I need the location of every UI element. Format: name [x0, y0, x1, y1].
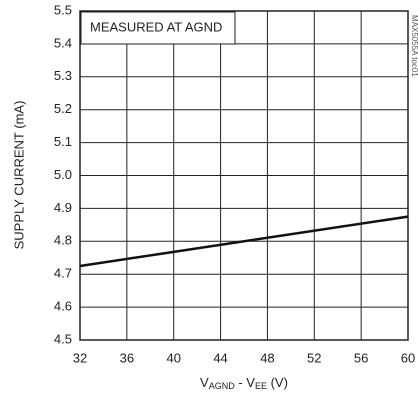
x-label-part: V [200, 375, 209, 390]
y-tick-label: 5.1 [54, 134, 72, 149]
y-tick-label: 4.6 [54, 299, 72, 314]
y-tick-label: 4.7 [54, 266, 72, 281]
y-tick-label: 5.2 [54, 101, 72, 116]
side-note: MAX5055A toc01 [410, 15, 418, 77]
x-label-part: AGND [209, 381, 236, 391]
y-axis-label: SUPPLY CURRENT (mA) [11, 101, 26, 250]
x-tick-label: 36 [120, 350, 134, 365]
annotation-box [80, 11, 236, 45]
y-tick-label: 5.5 [54, 2, 72, 17]
y-tick-label: 4.5 [54, 331, 72, 346]
x-tick-label: 56 [354, 350, 368, 365]
plot-frame [79, 10, 409, 341]
y-tick-label: 4.8 [54, 233, 72, 248]
x-axis-label: VAGND - VEE (V) [200, 375, 288, 391]
data-line [79, 215, 409, 268]
x-tick-label: 44 [213, 350, 227, 365]
x-tick-label: 40 [166, 350, 180, 365]
x-label-part: (V) [267, 375, 288, 390]
y-tick-label: 4.9 [54, 200, 72, 215]
x-tick-label: 32 [73, 350, 87, 365]
x-label-part: - V [235, 375, 256, 390]
x-label-part: EE [255, 381, 267, 391]
x-tick-label: 60 [401, 350, 415, 365]
x-tick-label: 52 [307, 350, 321, 365]
x-tick-label: 48 [260, 350, 274, 365]
y-tick-label: 5.3 [54, 68, 72, 83]
y-tick-label: 5.0 [54, 167, 72, 182]
y-tick-label: 5.4 [54, 35, 72, 50]
annotation: MEASURED AT AGND [90, 19, 222, 34]
